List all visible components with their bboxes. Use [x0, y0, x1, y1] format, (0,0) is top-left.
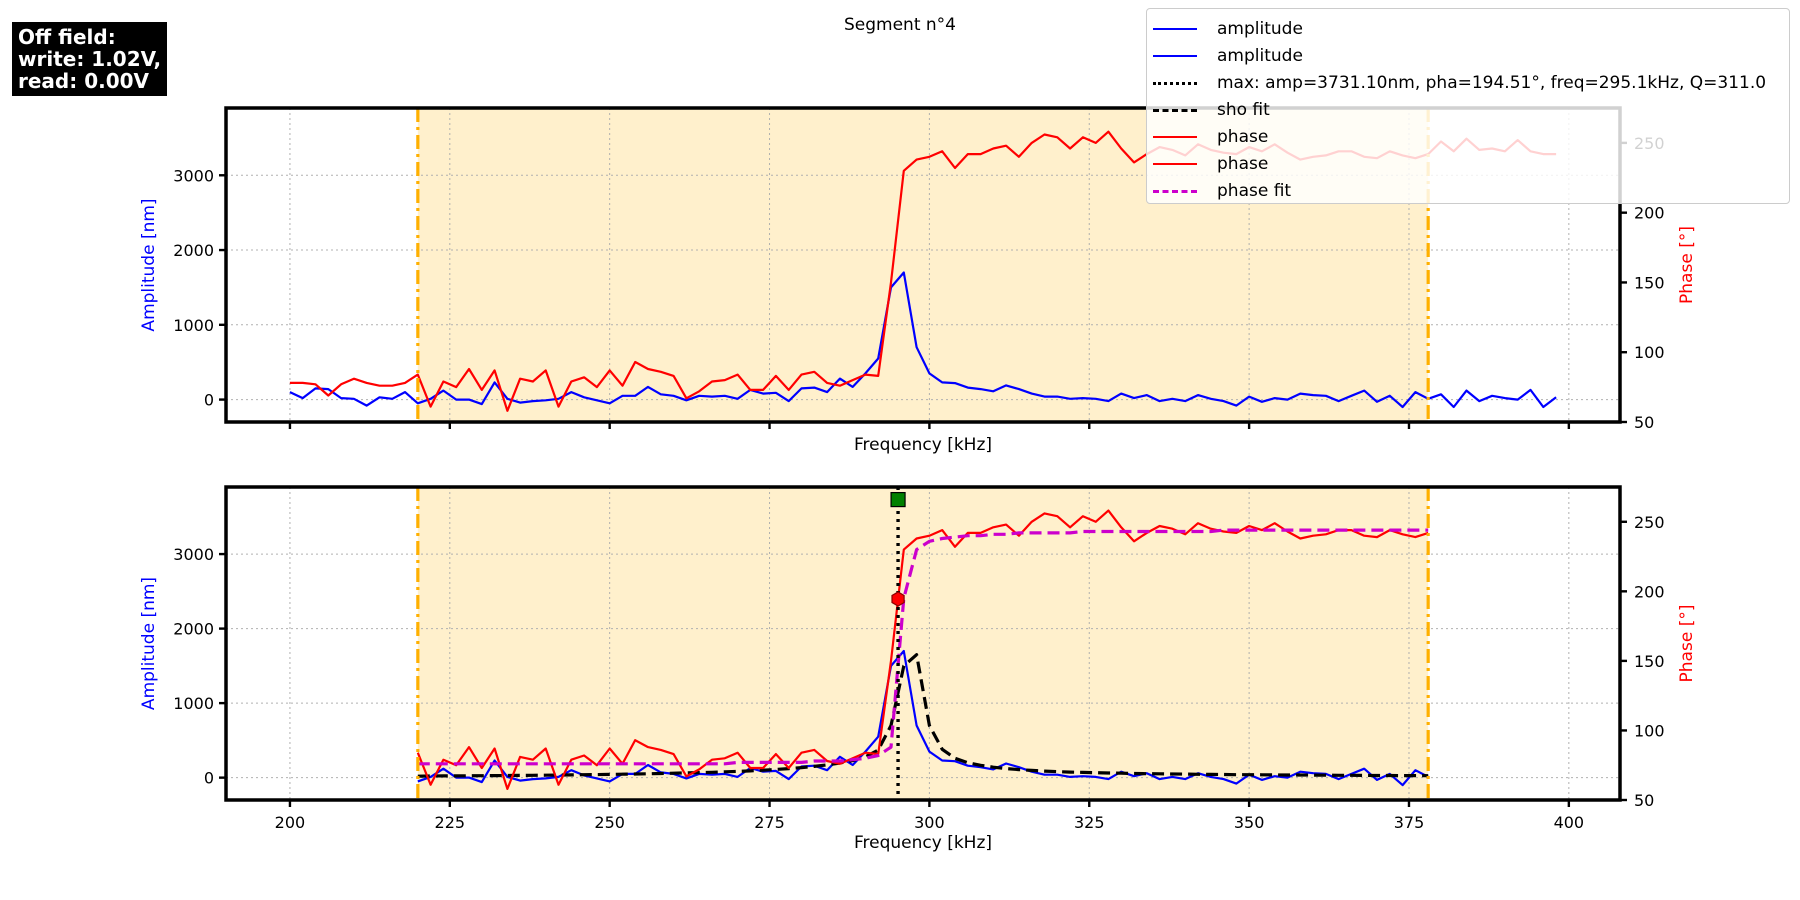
- legend-swatch: [1153, 136, 1197, 138]
- chart-panel-2: 200 225 250 275 300 325 350 375 400 0 1000 2000 3000…: [139, 485, 1697, 853]
- legend-item: amplitude: [1153, 16, 1303, 42]
- legend-swatch: [1153, 81, 1197, 85]
- y2-tick-label: 150: [1634, 652, 1665, 671]
- x-tick-label: 375: [1394, 813, 1425, 832]
- x-tick-label: 200: [275, 813, 306, 832]
- legend-swatch: [1153, 163, 1197, 165]
- series-phase-fit-line: [417, 528, 1429, 766]
- x-tick-label: 225: [435, 813, 466, 832]
- y-tick-label: 3000: [173, 166, 214, 185]
- legend-item: amplitude: [1153, 43, 1303, 69]
- legend-label: amplitude: [1217, 46, 1303, 66]
- y-tick-label: 2000: [173, 241, 214, 260]
- x-tick-label: 300: [914, 813, 945, 832]
- axes-frame: [224, 485, 1622, 802]
- y2-tick-label: 150: [1634, 273, 1665, 292]
- y2-tick-label: 100: [1634, 721, 1665, 740]
- y-axis-label: Amplitude [nm]: [139, 577, 159, 710]
- x-tick-label: 400: [1554, 813, 1585, 832]
- legend-label: phase fit: [1217, 181, 1292, 201]
- status-box: Off field: write: 1.02V, read: 0.00V: [12, 22, 168, 96]
- axes-frame: [224, 106, 1622, 424]
- legend-label: phase: [1217, 154, 1269, 174]
- series-phase-line: [416, 509, 1429, 790]
- max-phase-marker: [891, 591, 905, 607]
- legend-item: phase fit: [1153, 178, 1291, 204]
- legend-item: sho fit: [1153, 97, 1270, 123]
- y-tick-label: 0: [204, 391, 214, 410]
- legend-label: phase: [1217, 127, 1269, 147]
- x-tick-label: 325: [1074, 813, 1105, 832]
- legend-item: phase: [1153, 124, 1268, 150]
- legend-item: max: amp=3731.10nm, pha=194.51°, freq=29…: [1153, 70, 1766, 96]
- x-tick-label: 275: [754, 813, 785, 832]
- y-tick-label: 0: [204, 769, 214, 788]
- legend-swatch: [1153, 55, 1197, 57]
- y2-tick-label: 50: [1634, 791, 1654, 810]
- legend-label: sho fit: [1217, 100, 1270, 120]
- x-tick-label: 350: [1234, 813, 1265, 832]
- x-axis-label: Frequency [kHz]: [854, 833, 992, 853]
- y2-axis-label: Phase [°]: [1677, 226, 1697, 304]
- legend-swatch: [1153, 189, 1197, 193]
- y2-tick-label: 100: [1634, 343, 1665, 362]
- shaded-region: [417, 487, 1429, 800]
- y-tick-label: 3000: [173, 545, 214, 564]
- max-amplitude-marker: [890, 491, 906, 508]
- legend-swatch: [1153, 108, 1197, 112]
- y2-tick-label: 50: [1634, 413, 1654, 432]
- y-axis-label: Amplitude [nm]: [139, 198, 159, 331]
- legend-swatch: [1153, 28, 1197, 30]
- series-sho-fit-line: [417, 653, 1429, 778]
- status-line-2: write: 1.02V,: [18, 47, 162, 71]
- y-tick-label: 1000: [173, 694, 214, 713]
- y2-tick-label: 200: [1634, 582, 1665, 601]
- y2-axis-label: Phase [°]: [1677, 605, 1697, 683]
- figure-title: Segment n°4: [844, 15, 956, 35]
- y-tick-label: 1000: [173, 316, 214, 335]
- legend: amplitude amplitude max: amp=3731.10nm, ph…: [1146, 8, 1790, 204]
- legend-item: phase: [1153, 151, 1268, 177]
- y2-tick-label: 250: [1634, 513, 1665, 532]
- status-line-1: Off field:: [18, 25, 116, 49]
- y-tick-label: 2000: [173, 620, 214, 639]
- x-tick-label: 250: [594, 813, 625, 832]
- y2-tick-label: 200: [1634, 204, 1665, 223]
- status-line-3: read: 0.00V: [18, 69, 150, 93]
- legend-label: amplitude: [1217, 19, 1303, 39]
- x-axis-label: Frequency [kHz]: [854, 435, 992, 455]
- legend-label: max: amp=3731.10nm, pha=194.51°, freq=29…: [1217, 73, 1767, 93]
